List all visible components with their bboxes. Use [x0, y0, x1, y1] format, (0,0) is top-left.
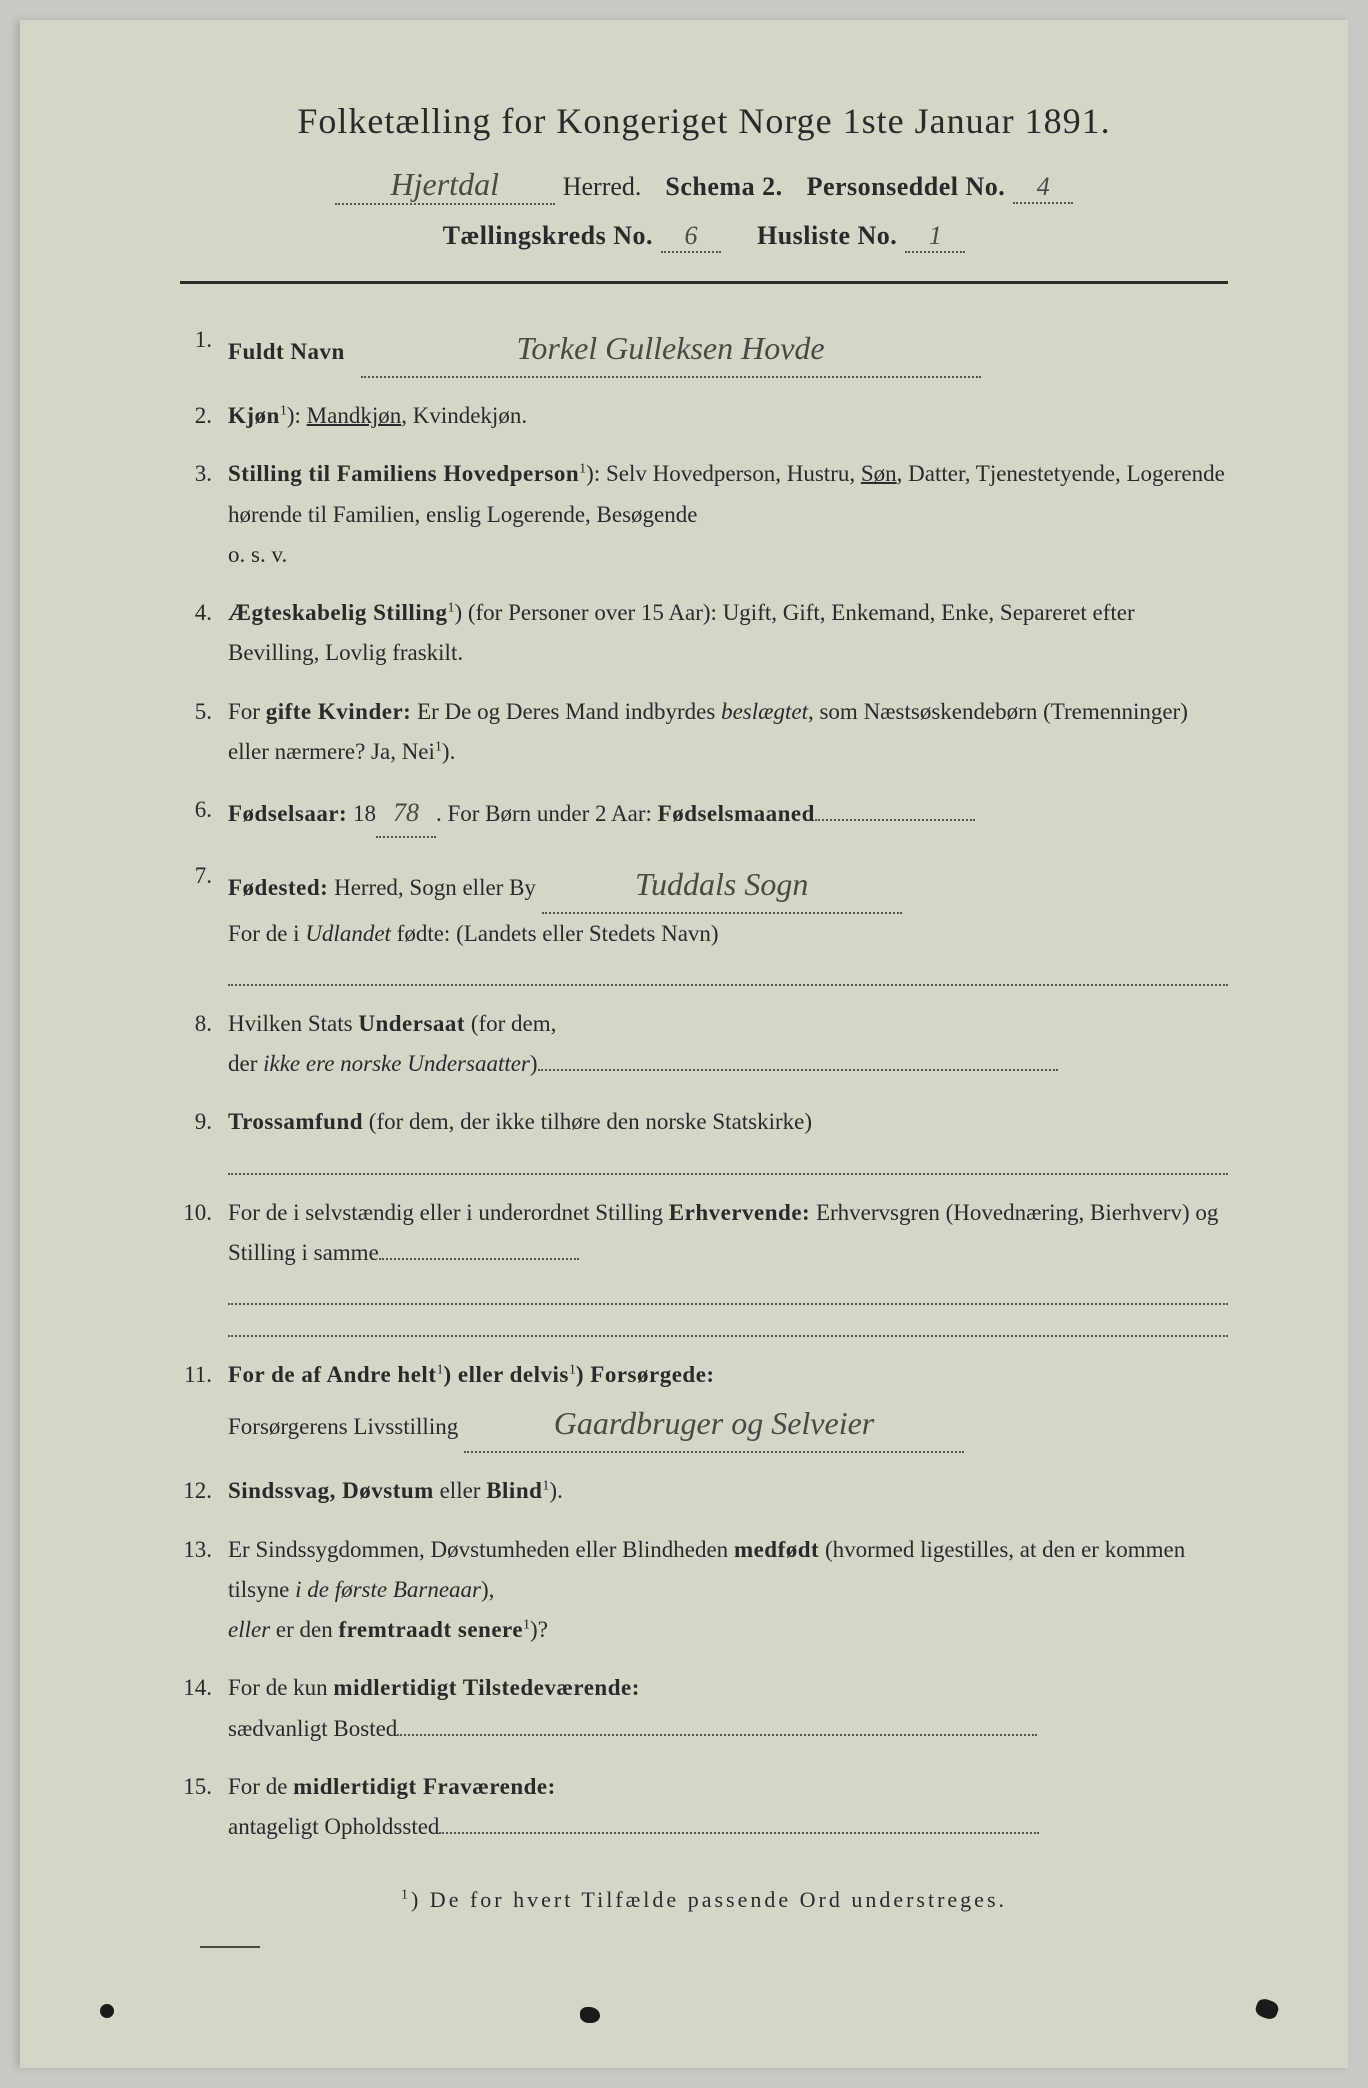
item-11-provider: 11. For de af Andre helt1) eller delvis1… — [180, 1355, 1228, 1453]
taellingskreds-label: Tællingskreds No. — [443, 221, 653, 251]
item-2-sex: 2. Kjøn1): Mandkjøn, Kvindekjøn. — [180, 396, 1228, 436]
item-14-temporary-present: 14. For de kun midlertidigt Tilstedevære… — [180, 1668, 1228, 1749]
item-13-disability-onset: 13. Er Sindssygdommen, Døvstumheden elle… — [180, 1530, 1228, 1651]
item-8-citizenship: 8. Hvilken Stats Undersaat (for dem, der… — [180, 1004, 1228, 1085]
form-title: Folketælling for Kongeriget Norge 1ste J… — [180, 100, 1228, 142]
item-5-married-women: 5. For gifte Kvinder: Er De og Deres Man… — [180, 692, 1228, 773]
relation-selected: Søn — [861, 461, 897, 486]
herred-line: Hjertdal Herred. Schema 2. Personseddel … — [180, 166, 1228, 205]
item-3-relation: 3. Stilling til Familiens Hovedperson1):… — [180, 454, 1228, 575]
footnote: 1) De for hvert Tilfælde passende Ord un… — [180, 1887, 1228, 1913]
herred-value: Hjertdal — [335, 166, 555, 205]
taellingskreds-no: 6 — [661, 221, 721, 253]
kreds-line: Tællingskreds No. 6 Husliste No. 1 — [180, 221, 1228, 253]
item-1-name: 1. Fuldt Navn Torkel Gulleksen Hovde — [180, 320, 1228, 378]
census-form-page: Folketælling for Kongeriget Norge 1ste J… — [20, 20, 1348, 2068]
item-15-temporary-absent: 15. For de midlertidigt Fraværende: anta… — [180, 1767, 1228, 1848]
ink-spot-icon — [100, 2004, 114, 2018]
personseddel-label: Personseddel No. — [807, 172, 1006, 202]
sex-selected: Mandkjøn — [307, 403, 402, 428]
header-divider — [180, 281, 1228, 284]
husliste-label: Husliste No. — [757, 221, 897, 251]
personseddel-no: 4 — [1013, 172, 1073, 204]
item-6-birthyear: 6. Fødselsaar: 1878. For Børn under 2 Aa… — [180, 790, 1228, 838]
form-items: 1. Fuldt Navn Torkel Gulleksen Hovde 2. … — [180, 320, 1228, 1847]
herred-label: Herred. — [563, 172, 642, 202]
provider-value: Gaardbruger og Selveier — [464, 1395, 964, 1453]
item-12-disability: 12. Sindssvag, Døvstum eller Blind1). — [180, 1471, 1228, 1511]
ink-spot-icon — [580, 2007, 600, 2023]
ink-spot-icon — [1254, 1997, 1281, 2021]
form-header: Folketælling for Kongeriget Norge 1ste J… — [180, 100, 1228, 253]
item-10-occupation: 10. For de i selvstændig eller i underor… — [180, 1193, 1228, 1338]
item-4-marital: 4. Ægteskabelig Stilling1) (for Personer… — [180, 593, 1228, 674]
fullname-value: Torkel Gulleksen Hovde — [361, 320, 981, 378]
schema-label: Schema 2. — [665, 172, 782, 202]
item-7-birthplace: 7. Fødested: Herred, Sogn eller By Tudda… — [180, 856, 1228, 986]
birthplace-value: Tuddals Sogn — [542, 856, 902, 914]
birthyear-value: 78 — [376, 790, 436, 838]
husliste-no: 1 — [905, 221, 965, 253]
item-9-religion: 9. Trossamfund (for dem, der ikke tilhør… — [180, 1102, 1228, 1174]
stray-mark — [200, 1946, 260, 1948]
